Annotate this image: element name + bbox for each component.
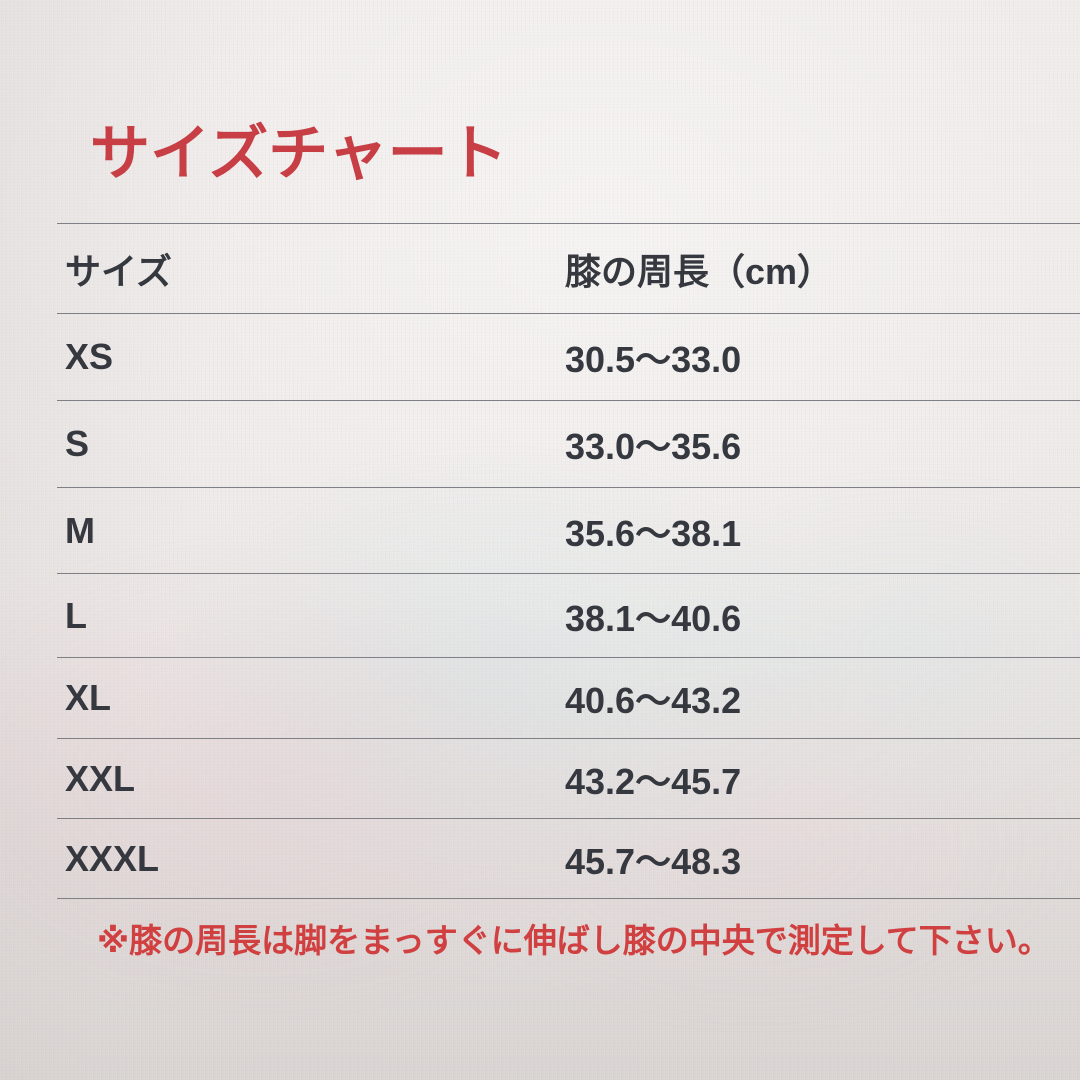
range-cell: 45.7～48.3 — [565, 840, 742, 882]
table-row: XXXL 45.7～48.3 — [57, 819, 1080, 899]
table-row: M 35.6～38.1 — [57, 488, 1080, 574]
table-row: XS 30.5～33.0 — [57, 314, 1080, 401]
table-row: XL 40.6～43.2 — [57, 658, 1080, 739]
size-cell: XS — [65, 336, 114, 377]
range-cell: 40.6～43.2 — [565, 680, 742, 721]
range-cell: 35.6～38.1 — [565, 512, 742, 554]
table-header-row: サイズ 膝の周長（cm） — [57, 224, 1080, 314]
table-row: S 33.0～35.6 — [57, 401, 1080, 488]
size-cell: M — [65, 509, 95, 551]
size-chart-table: サイズ 膝の周長（cm） XS 30.5～33.0 S 33.0～35.6 M … — [57, 223, 1080, 899]
header-knee-circumference-label: 膝の周長（cm） — [565, 250, 834, 292]
header-size-label: サイズ — [65, 250, 172, 292]
range-cell: 33.0～35.6 — [565, 426, 742, 467]
size-cell: XXXL — [65, 837, 160, 879]
size-cell: XL — [65, 677, 112, 718]
range-cell: 30.5～33.0 — [565, 339, 742, 380]
page-title: サイズチャート — [90, 120, 508, 187]
size-cell: S — [65, 423, 90, 464]
size-cell: XXL — [65, 757, 136, 799]
range-cell: 38.1～40.6 — [565, 597, 742, 639]
table-row: L 38.1～40.6 — [57, 574, 1080, 658]
range-cell: 43.2～45.7 — [565, 760, 742, 802]
table-row: XXL 43.2～45.7 — [57, 739, 1080, 819]
measurement-note: ※膝の周長は脚をまっすぐに伸ばし膝の中央で測定して下さい。 — [97, 922, 1051, 959]
size-cell: L — [65, 594, 87, 636]
